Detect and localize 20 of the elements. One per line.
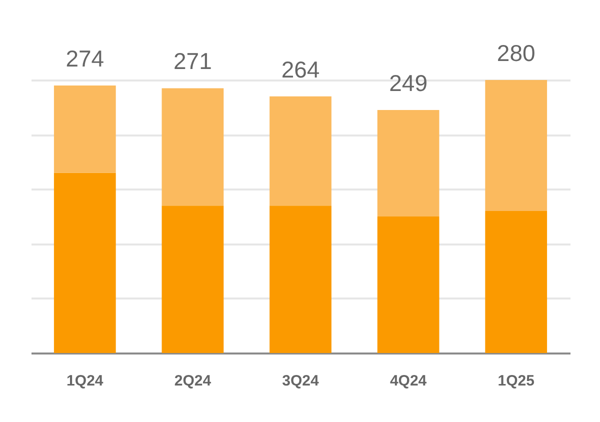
annotation: 274 bbox=[66, 45, 104, 72]
x-tick-label: 3Q24 bbox=[282, 372, 320, 390]
bar bbox=[270, 96, 332, 206]
x-tick-label: 2Q24 bbox=[174, 372, 212, 390]
x-tick-label: 1Q24 bbox=[66, 372, 104, 390]
bar bbox=[54, 85, 116, 173]
x-tick-label: 4Q24 bbox=[390, 372, 428, 390]
bar bbox=[162, 88, 224, 206]
bar bbox=[485, 211, 548, 353]
bar bbox=[270, 206, 332, 353]
x-tick-label: 1Q25 bbox=[498, 372, 534, 390]
annotation: 271 bbox=[174, 48, 212, 74]
annotation: 264 bbox=[281, 56, 320, 82]
annotation: 280 bbox=[496, 40, 536, 66]
bar bbox=[485, 80, 548, 212]
bar bbox=[377, 216, 440, 353]
bar bbox=[54, 172, 116, 353]
annotation: 249 bbox=[389, 70, 428, 96]
bar bbox=[377, 110, 440, 216]
bar bbox=[162, 206, 224, 353]
